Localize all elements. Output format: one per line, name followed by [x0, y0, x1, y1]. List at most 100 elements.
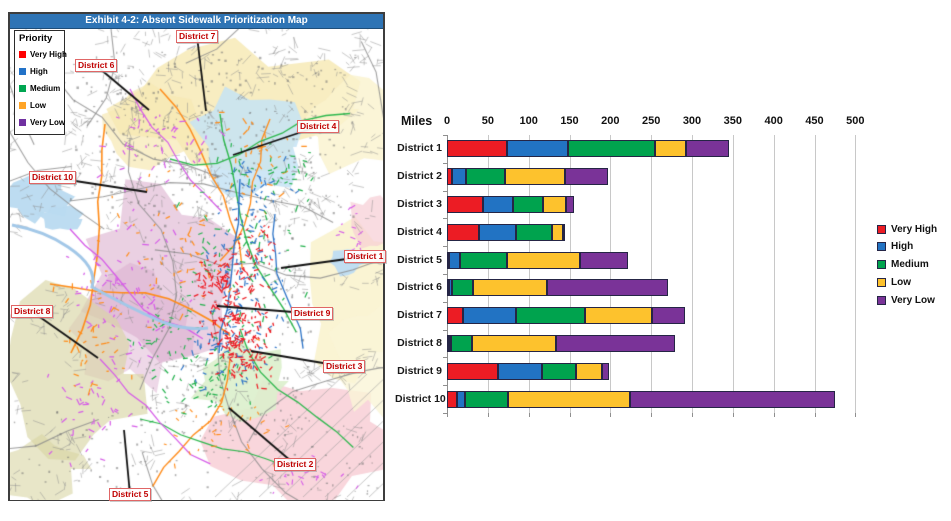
bar-segment-low	[655, 140, 686, 158]
bar-segment-very-low	[580, 251, 628, 269]
x-tick-label: 500	[846, 115, 865, 127]
legend-item: High	[877, 241, 913, 253]
category-label: District 8	[397, 337, 442, 349]
x-tick-label: 100	[519, 115, 538, 127]
y-tick-mark	[443, 218, 447, 220]
gridline	[814, 135, 816, 413]
map-title: Exhibit 4-2: Absent Sidewalk Prioritizat…	[10, 14, 383, 29]
bar-segment-low	[585, 307, 652, 325]
category-label: District 9	[397, 364, 442, 377]
bar-segment-high	[449, 279, 452, 297]
map-legend-item: Very High	[19, 46, 67, 63]
bar-segment-medium	[516, 307, 585, 325]
bar-segment-very-high	[447, 251, 449, 269]
bar-segment-high	[449, 335, 451, 352]
map-legend-swatch-icon	[19, 85, 26, 92]
bar-segment-very-high	[447, 390, 457, 408]
x-tick-mark	[855, 413, 857, 417]
gridline	[610, 135, 612, 413]
bar-segment-low	[507, 251, 580, 269]
map-legend-swatch-icon	[19, 119, 26, 126]
bar-segment-medium	[568, 140, 655, 158]
x-tick-mark	[487, 413, 489, 417]
x-tick-label: 0	[443, 115, 451, 127]
legend-item: Medium	[877, 259, 929, 271]
x-tick-mark	[447, 413, 448, 417]
bar-segment-very-low	[566, 196, 574, 213]
map-legend-swatch-icon	[19, 51, 26, 58]
gridline	[773, 135, 775, 413]
y-tick-mark	[443, 329, 447, 331]
map-legend-label: Low	[30, 101, 46, 110]
bar-segment-very-high	[447, 362, 498, 380]
bar-segment-medium	[465, 390, 508, 408]
y-tick-mark	[443, 190, 447, 192]
bar-segment-very-high	[447, 196, 483, 213]
bar-segment-very-low	[686, 140, 729, 158]
bar-segment-very-low	[630, 390, 835, 408]
map-legend-items: Very High High Medium Low Very Low	[19, 46, 67, 131]
legend-label: Very Low	[891, 294, 935, 306]
bar-segment-low	[473, 279, 547, 297]
y-tick-mark	[443, 301, 447, 303]
bar-segment-high	[452, 168, 466, 186]
bar-segment-very-low	[652, 307, 685, 325]
x-tick-label: 350	[723, 115, 743, 127]
y-tick-mark	[443, 135, 447, 136]
district-label: District 5	[109, 488, 152, 501]
district-label: District 4	[297, 120, 340, 133]
y-tick-mark	[443, 162, 447, 164]
bar-segment-medium	[451, 335, 472, 352]
category-label: District 7	[397, 309, 442, 322]
district-label: District 6	[75, 59, 118, 72]
bar-segment-very-high	[447, 279, 449, 297]
category-label: District 3	[397, 198, 442, 210]
bar-segment-very-low	[547, 279, 668, 297]
bar-segment-low	[552, 223, 563, 241]
gridline	[569, 135, 571, 413]
x-tick-mark	[773, 413, 775, 417]
bar-segment-low	[543, 196, 566, 213]
x-tick-label: 150	[560, 115, 579, 127]
category-label: District 4	[397, 225, 442, 238]
bar-segment-medium	[542, 362, 576, 380]
bar-segment-high	[463, 307, 516, 325]
map-legend-item: Very Low	[19, 114, 66, 131]
category-label: District 6	[397, 281, 442, 294]
bar-segment-medium	[460, 251, 507, 269]
map-legend-item: High	[19, 63, 64, 80]
district-label: District 1	[344, 250, 387, 263]
gridline	[651, 135, 653, 413]
map-legend-label: Very Low	[30, 118, 66, 127]
legend-label: Medium	[891, 259, 929, 271]
map-legend-item: Low	[19, 97, 64, 114]
bar-segment-high	[507, 140, 568, 158]
legend-swatch-icon	[877, 295, 886, 305]
bar-segment-high	[498, 362, 542, 380]
bar-segment-very-high	[447, 307, 463, 325]
map-legend-label: High	[30, 67, 48, 76]
bar-segment-very-high	[447, 168, 452, 186]
bar-segment-very-low	[556, 335, 675, 352]
x-axis-title: Miles	[401, 114, 433, 128]
map-body: Priority Very High High Medium Low Very Low …	[10, 29, 387, 501]
y-tick-mark	[443, 385, 447, 387]
x-tick-mark	[692, 413, 693, 417]
bar-segment-very-high	[447, 223, 479, 241]
bar-segment-high	[479, 223, 516, 241]
legend-label: Low	[891, 276, 911, 288]
y-axis-line	[447, 135, 448, 413]
bar-segment-medium	[513, 196, 543, 213]
bar-segment-very-high	[447, 140, 507, 158]
district-label: District 7	[176, 30, 219, 43]
y-tick-mark	[443, 413, 447, 414]
gridline	[732, 135, 734, 413]
x-tick-mark	[651, 413, 653, 417]
y-tick-mark	[443, 246, 447, 248]
legend-swatch-icon	[877, 277, 886, 287]
x-tick-mark	[732, 413, 734, 417]
legend-item: Low	[877, 276, 911, 288]
bar-chart: Miles 0 50 100 150 200 250 300 350 400 450 500 Dist…	[395, 110, 951, 510]
bar-segment-medium	[516, 223, 552, 241]
